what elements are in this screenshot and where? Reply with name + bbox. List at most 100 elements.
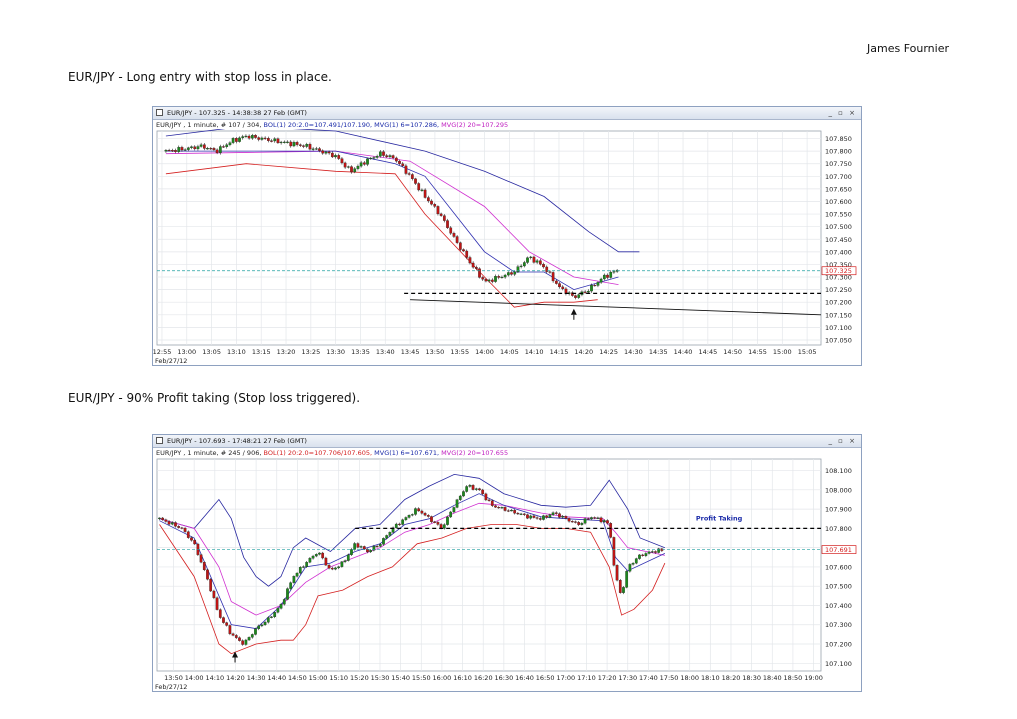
- candle-up: [183, 149, 187, 151]
- window-icon: [156, 437, 163, 444]
- window-controls-icon[interactable]: _ ▫ ×: [828, 437, 857, 445]
- candle-up: [286, 141, 289, 143]
- candle-up: [282, 141, 286, 143]
- candle-up: [551, 512, 555, 515]
- window-controls-icon[interactable]: _ ▫ ×: [828, 109, 857, 117]
- candle-down: [532, 515, 536, 518]
- candle-down: [599, 517, 603, 523]
- candle-down: [490, 279, 494, 282]
- candle-down: [343, 162, 347, 168]
- x-tick-label: 13:50: [426, 348, 445, 356]
- x-tick-label: 15:10: [329, 674, 348, 682]
- caption-profit-taking: EUR/JPY - 90% Profit taking (Stop loss t…: [68, 391, 361, 405]
- candle-down: [228, 625, 232, 634]
- candle-up: [452, 507, 456, 513]
- candle-down: [430, 516, 433, 522]
- candle-up: [503, 274, 507, 278]
- candle-down: [542, 264, 545, 268]
- y-tick-label: 107.450: [825, 236, 852, 244]
- candle-down: [436, 522, 440, 525]
- candle-up: [510, 510, 513, 512]
- y-tick-label: 107.350: [825, 261, 852, 269]
- price-chart-1[interactable]: 107.850 107.800 107.750 107.700 107.650 107.6…: [153, 129, 861, 365]
- candle-down: [199, 554, 203, 563]
- candle-down: [324, 557, 328, 566]
- candle-up: [580, 523, 584, 525]
- chart-window-1[interactable]: EUR/JPY - 107.325 - 14:38:38 27 Feb (GMT…: [152, 106, 862, 366]
- current-price-tag: [821, 545, 857, 554]
- candle-up: [529, 515, 533, 519]
- y-tick-label: 108.000: [825, 486, 852, 494]
- candle-up: [314, 554, 318, 557]
- indicator-legend-1: EUR/JPY , 1 minute, # 107 / 304, BOL(1) …: [153, 120, 861, 130]
- candle-up: [625, 571, 629, 588]
- candle-up: [414, 508, 417, 515]
- x-tick-label: 14:20: [226, 674, 245, 682]
- bollinger-upper-line: [165, 129, 640, 253]
- candle-up: [254, 628, 257, 635]
- candle-down: [446, 220, 449, 228]
- candle-up: [647, 551, 651, 554]
- candle-down: [423, 189, 427, 198]
- candle-down: [382, 151, 385, 156]
- candle-down: [327, 564, 331, 569]
- candle-down: [484, 279, 488, 282]
- x-tick-label: 16:20: [474, 674, 493, 682]
- candle-up: [449, 511, 453, 518]
- price-chart-2[interactable]: 108.100108.000107.900107.800107.700107.6…: [153, 457, 861, 691]
- x-tick-label: 14:45: [698, 348, 717, 356]
- candle-down: [554, 280, 558, 284]
- candle-up: [631, 563, 635, 565]
- candle-up: [266, 617, 270, 623]
- x-tick-label: 14:25: [599, 348, 618, 356]
- x-tick-label: 16:30: [494, 674, 513, 682]
- x-tick-label: 13:15: [252, 348, 271, 356]
- candle-up: [401, 519, 405, 525]
- candle-up: [302, 566, 305, 568]
- candle-down: [606, 520, 609, 524]
- candle-down: [212, 148, 216, 151]
- candle-up: [244, 639, 248, 645]
- x-tick-label: 17:40: [639, 674, 658, 682]
- chart-window-2[interactable]: EUR/JPY - 107.693 - 17:48:21 27 Feb (GMT…: [152, 434, 862, 692]
- candle-up: [282, 599, 286, 605]
- candle-down: [218, 609, 222, 618]
- y-tick-label: 107.800: [825, 148, 852, 156]
- candle-up: [612, 271, 616, 273]
- candle-down: [420, 510, 424, 514]
- current-price-tag: [821, 266, 857, 276]
- candle-up: [346, 554, 350, 561]
- x-tick-label: 14:20: [574, 348, 593, 356]
- candle-down: [241, 640, 245, 645]
- candle-down: [295, 142, 299, 145]
- y-tick-label: 107.100: [825, 660, 852, 668]
- x-tick-label: 17:30: [618, 674, 637, 682]
- candle-up: [590, 285, 593, 292]
- candle-up: [458, 495, 462, 500]
- x-tick-label: 14:30: [247, 674, 266, 682]
- chart-titlebar-2[interactable]: EUR/JPY - 107.693 - 17:48:21 27 Feb (GMT…: [153, 435, 861, 448]
- candle-up: [500, 507, 504, 509]
- candle-down: [545, 515, 549, 518]
- candle-up: [583, 518, 587, 524]
- candle-down: [497, 276, 501, 278]
- candle-down: [538, 260, 542, 265]
- candle-down: [330, 152, 334, 158]
- candle-up: [369, 550, 373, 553]
- candle-up: [404, 517, 408, 520]
- candle-up: [241, 136, 245, 139]
- candle-down: [276, 138, 280, 144]
- candle-down: [375, 546, 379, 548]
- chart-titlebar-1[interactable]: EUR/JPY - 107.325 - 14:38:38 27 Feb (GMT…: [153, 107, 861, 120]
- candle-down: [593, 285, 597, 287]
- candle-down: [654, 551, 657, 553]
- x-tick-label: 15:30: [371, 674, 390, 682]
- candle-up: [225, 144, 229, 148]
- candle-up: [238, 137, 241, 142]
- candle-down: [161, 517, 165, 520]
- candle-up: [250, 634, 254, 638]
- candle-up: [158, 517, 161, 519]
- current-price-label: 107.325: [825, 267, 852, 275]
- candle-up: [487, 279, 491, 282]
- candle-down: [186, 531, 190, 538]
